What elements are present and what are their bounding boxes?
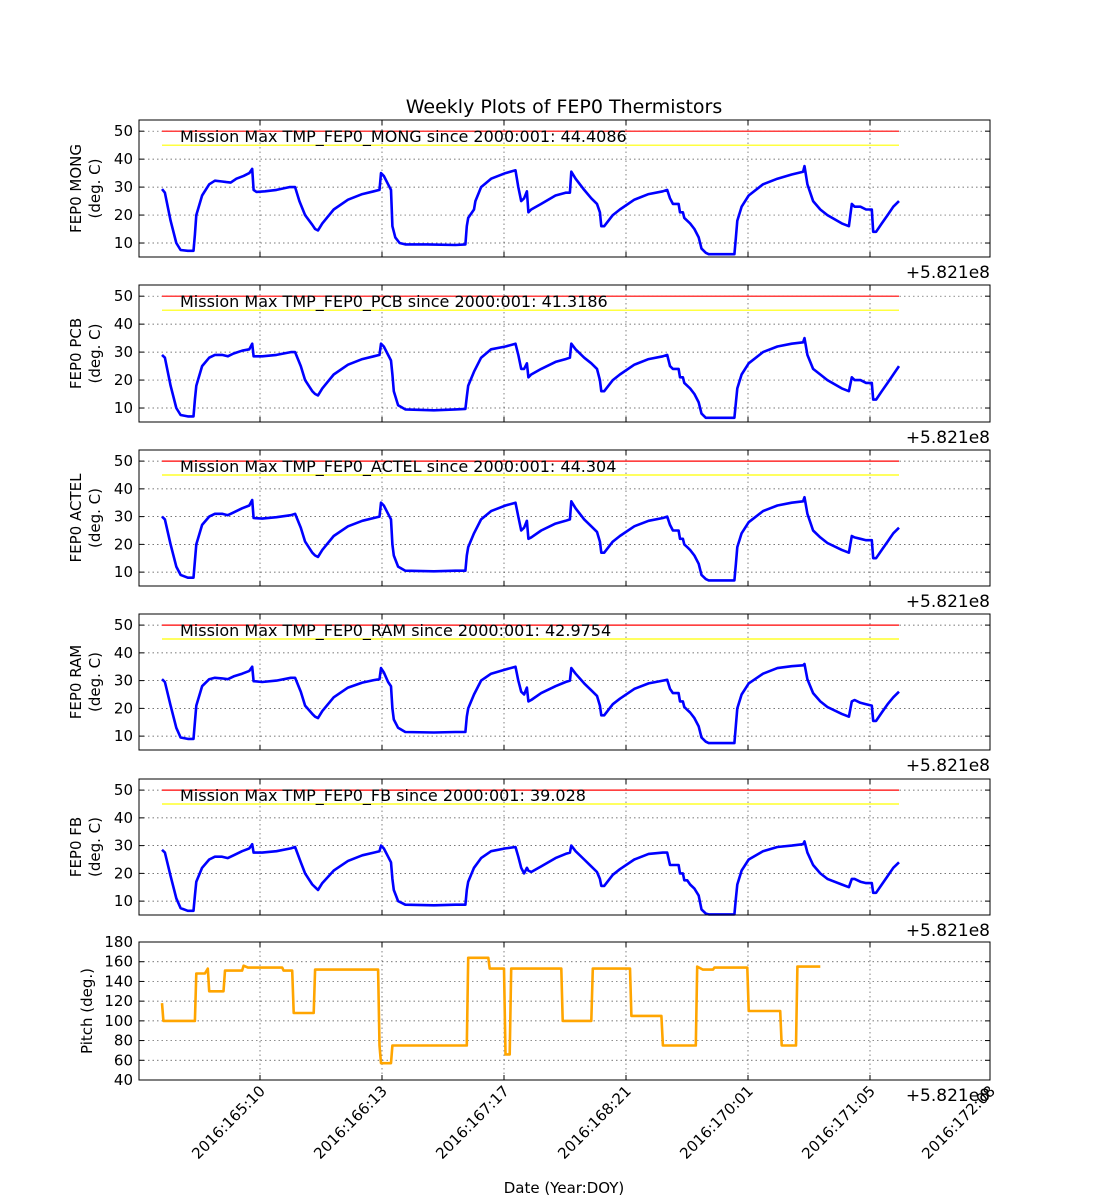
- mission-max-annotation: Mission Max TMP_FEP0_MONG since 2000:001…: [180, 127, 627, 147]
- y-tick-label: 20: [114, 206, 133, 224]
- y-tick-label: 40: [114, 1071, 133, 1089]
- y-tick-label: 20: [114, 699, 133, 717]
- temperature-series-line: [161, 840, 900, 916]
- y-tick-label: 10: [114, 563, 133, 581]
- y-tick-label: 40: [114, 480, 133, 498]
- y-tick-label: 10: [114, 892, 133, 910]
- y-tick-label: 40: [114, 809, 133, 827]
- pitch-series-line: [160, 956, 821, 1065]
- y-tick-label: 100: [104, 1012, 133, 1030]
- y-tick-label: 20: [114, 535, 133, 553]
- temperature-series-line: [161, 495, 900, 582]
- x-offset-label: +5.821e8: [906, 921, 990, 941]
- y-axis-title: FEP0 FB: [67, 817, 85, 877]
- y-tick-label: 180: [104, 933, 133, 951]
- y-axis-unit: (deg. C): [86, 159, 104, 219]
- x-offset-label: +5.821e8: [906, 592, 990, 612]
- y-tick-label: 20: [114, 371, 133, 389]
- panel-2: 10 20 30 40 50 FEP0 PCB (deg. C) Mission Max TM…: [67, 284, 991, 448]
- y-axis-title: FEP0 MONG: [67, 144, 85, 233]
- y-tick-label: 30: [114, 837, 133, 855]
- panel-frame: [138, 119, 991, 258]
- x-offset-label: +5.821e8: [906, 1086, 990, 1106]
- y-tick-label: 40: [114, 150, 133, 168]
- y-tick-label: 60: [114, 1051, 133, 1069]
- y-axis-title: FEP0 RAM: [67, 645, 85, 719]
- y-tick-label: 40: [114, 644, 133, 662]
- x-tick-label: 2016:166:13: [310, 1082, 391, 1163]
- x-tick-label: 2016:165:10: [188, 1082, 269, 1163]
- y-tick-label: 140: [104, 972, 133, 990]
- y-axis-unit: (deg. C): [86, 652, 104, 712]
- x-offset-label: +5.821e8: [906, 428, 990, 448]
- y-tick-label: 20: [114, 864, 133, 882]
- y-tick-label: 120: [104, 992, 133, 1010]
- panel-frame: [138, 613, 991, 751]
- y-axis-title: FEP0 PCB: [67, 318, 85, 389]
- y-axis-title: FEP0 ACTEL: [67, 473, 85, 563]
- x-tick-label: 2016:168:21: [554, 1082, 635, 1163]
- mission-max-annotation: Mission Max TMP_FEP0_RAM since 2000:001:…: [180, 621, 611, 641]
- y-tick-label: 40: [114, 315, 133, 333]
- panel-frame: [138, 778, 991, 916]
- y-axis-unit: (deg. C): [86, 488, 104, 548]
- y-tick-label: 50: [114, 781, 133, 799]
- x-tick-label: 2016:171:05: [798, 1082, 879, 1163]
- mission-max-annotation: Mission Max TMP_FEP0_FB since 2000:001: …: [180, 786, 586, 806]
- panel-frame: [138, 449, 991, 587]
- panel-4: 10 20 30 40 50 FEP0 RAM (deg. C) Mission Max TM…: [67, 613, 991, 776]
- y-tick-label: 10: [114, 727, 133, 745]
- y-tick-label: 30: [114, 343, 133, 361]
- y-axis-title: Pitch (deg.): [78, 968, 96, 1054]
- y-tick-label: 50: [114, 122, 133, 140]
- panel-frame: [138, 941, 991, 1081]
- temperature-series-line: [161, 662, 900, 745]
- panel-5: 10 20 30 40 50 FEP0 FB (deg. C) Mission Max TMP…: [67, 778, 991, 941]
- y-tick-label: 160: [104, 953, 133, 971]
- panel-1: 10 20 30 40 50 FEP0 MONG (deg. C) Mission Max T…: [67, 119, 991, 283]
- y-tick-label: 50: [114, 616, 133, 634]
- y-tick-label: 30: [114, 178, 133, 196]
- y-tick-label: 30: [114, 508, 133, 526]
- x-tick-label: 2016:167:17: [432, 1082, 513, 1163]
- chart-title: Weekly Plots of FEP0 Thermistors: [406, 96, 723, 118]
- x-offset-label: +5.821e8: [906, 756, 990, 776]
- x-axis-tick-labels: 2016:165:10 2016:166:13 2016:167:17 2016:16…: [188, 1082, 999, 1163]
- x-axis-title: Date (Year:DOY): [504, 1179, 625, 1197]
- temperature-series-line: [161, 336, 901, 420]
- panel-frame: [138, 284, 991, 423]
- x-tick-label: 2016:170:01: [676, 1082, 757, 1163]
- panel-3: 10 20 30 40 50 FEP0 ACTEL (deg. C) Mission Max …: [67, 449, 991, 612]
- y-tick-label: 10: [114, 234, 133, 252]
- x-offset-label: +5.821e8: [906, 263, 990, 283]
- temperature-series-line: [160, 164, 900, 256]
- mission-max-annotation: Mission Max TMP_FEP0_PCB since 2000:001:…: [180, 292, 608, 312]
- y-tick-label: 50: [114, 452, 133, 470]
- mission-max-annotation: Mission Max TMP_FEP0_ACTEL since 2000:00…: [180, 457, 616, 477]
- y-tick-label: 10: [114, 399, 133, 417]
- y-tick-label: 80: [114, 1032, 133, 1050]
- y-axis-unit: (deg. C): [86, 817, 104, 877]
- y-tick-label: 50: [114, 287, 133, 305]
- y-axis-unit: (deg. C): [86, 324, 104, 384]
- y-tick-label: 30: [114, 672, 133, 690]
